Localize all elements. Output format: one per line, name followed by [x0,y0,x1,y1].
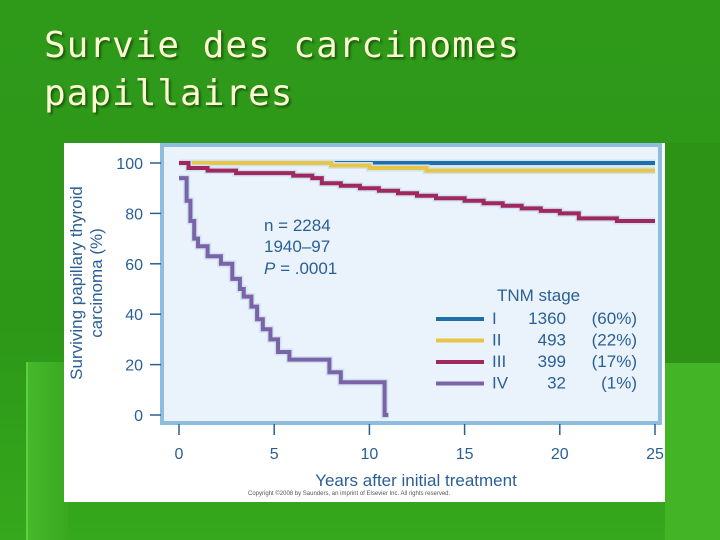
legend-count-stage-II: 493 [538,331,566,350]
x-tick-label: 10 [361,446,379,463]
x-tick-label: 25 [646,446,664,463]
slide-title-line1: Survie des carcinomes [44,25,521,66]
y-axis-label-line1: Surviving papillary thyroid [67,186,86,380]
legend-count-stage-III: 399 [538,352,566,371]
series-line-stage-III [179,161,655,223]
y-tick-label: 60 [125,257,143,274]
legend: TNM stage I 1360 (60%) II 493 (22%) III 399 (17%… [436,286,637,393]
legend-percent-stage-III: (17%) [592,352,637,371]
annotation-n: n = 2284 [264,216,331,235]
legend-percent-stage-IV: (1%) [601,374,637,393]
legend-label-stage-IV: IV [492,374,509,393]
legend-count-stage-IV: 32 [547,374,566,393]
y-tick-label: 20 [125,358,143,375]
copyright-note: Copyright ©2008 by Saunders, an imprint … [248,491,451,497]
annotation-p-label: P [264,259,276,278]
legend-label-stage-III: III [492,352,506,371]
x-tick-label: 15 [456,446,474,463]
y-tick-label: 100 [116,156,143,173]
y-tick-label: 0 [134,408,143,425]
y-tick-label: 80 [125,206,143,223]
legend-title: TNM stage [497,286,580,305]
x-tick-label: 0 [175,446,184,463]
x-tick-label: 5 [270,446,279,463]
series-line-stage-II [179,161,655,173]
legend-percent-stage-II: (22%) [592,331,637,350]
y-axis-label-line2: carcinoma (%) [87,228,106,338]
survival-chart: 0 20 40 60 80 100 0 5 10 15 20 25 Surviving papill… [67,143,664,490]
decorative-bar-left [26,362,68,540]
legend-percent-stage-I: (60%) [592,309,637,328]
slide-title: Survie des carcinomes papillaires [44,22,684,118]
decorative-bar-right-top [665,143,720,363]
x-axis-label: Years after initial treatment [315,471,517,490]
x-tick-label: 20 [551,446,569,463]
slide-title-line2: papillaires [44,73,294,114]
legend-label-stage-I: I [492,309,497,328]
y-tick-label: 40 [125,307,143,324]
stats-annotation: n = 2284 1940–97 P = .0001 [264,216,337,278]
annotation-years: 1940–97 [264,237,330,256]
legend-count-stage-I: 1360 [528,309,566,328]
survival-chart-figure: 0 20 40 60 80 100 0 5 10 15 20 25 Surviving papill… [64,143,665,502]
legend-label-stage-II: II [492,331,501,350]
decorative-bar-right-bottom [665,363,720,540]
annotation-p: P = .0001 [264,259,337,278]
annotation-p-value: = .0001 [275,259,337,278]
series-line-stage-IV [179,176,389,417]
